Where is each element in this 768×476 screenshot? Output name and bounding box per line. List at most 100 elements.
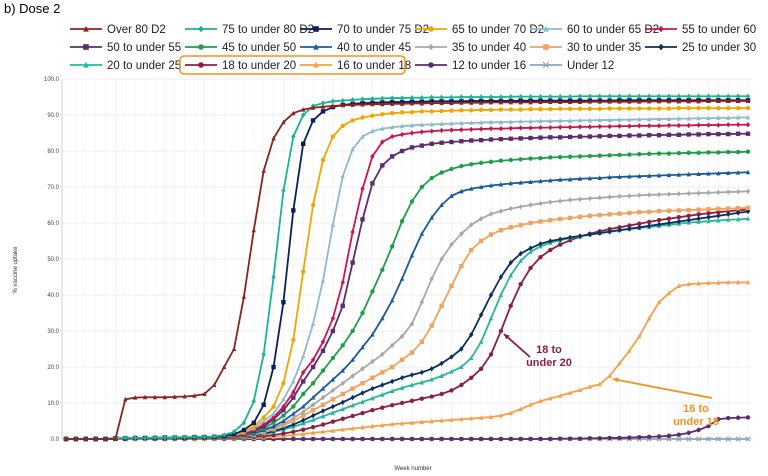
data-point <box>281 403 286 410</box>
data-point <box>103 436 108 441</box>
data-point <box>221 432 227 438</box>
data-point <box>389 101 395 106</box>
data-point <box>310 408 316 413</box>
data-point <box>706 190 711 196</box>
data-point <box>340 97 345 104</box>
legend-swatch-marker <box>428 26 434 32</box>
data-point <box>409 145 415 150</box>
data-point <box>597 381 602 387</box>
data-point <box>716 93 721 99</box>
data-point <box>281 119 286 125</box>
data-point <box>646 434 652 440</box>
data-point <box>301 417 306 423</box>
data-point <box>310 412 316 419</box>
data-point <box>449 127 454 133</box>
data-point <box>429 121 434 127</box>
data-point <box>745 188 751 195</box>
data-point <box>271 135 276 141</box>
data-point <box>301 409 306 415</box>
data-point <box>686 430 691 436</box>
data-point <box>449 193 454 198</box>
legend-label: 30 to under 35 <box>567 42 641 54</box>
data-point <box>340 391 345 397</box>
series-65-to-under-70-d2 <box>63 105 751 442</box>
data-point <box>261 418 266 423</box>
data-point <box>637 221 642 226</box>
data-point <box>360 217 365 222</box>
legend: Over 80 D2 75 to under 80 D2 70 to under 7… <box>70 24 756 75</box>
data-point <box>320 422 326 427</box>
data-point <box>676 191 682 197</box>
data-point <box>439 360 444 367</box>
data-point <box>469 126 474 133</box>
data-point <box>429 366 434 372</box>
data-point <box>340 399 345 405</box>
data-point <box>113 436 118 441</box>
data-point <box>656 172 662 178</box>
data-point <box>182 393 187 399</box>
data-point <box>745 205 751 211</box>
series-line <box>66 116 748 440</box>
data-point <box>478 138 484 143</box>
data-point <box>518 436 523 442</box>
data-point <box>617 133 622 139</box>
legend-item: 18 to under 20 <box>185 60 296 72</box>
data-point <box>330 328 336 334</box>
data-point <box>439 100 444 106</box>
data-point <box>370 289 375 294</box>
data-point <box>627 223 632 228</box>
data-point <box>686 213 691 218</box>
data-point <box>587 124 593 130</box>
data-point <box>350 402 355 408</box>
data-point <box>646 209 652 215</box>
data-point <box>320 348 326 353</box>
data-point <box>419 299 425 305</box>
data-point <box>716 98 721 103</box>
data-point <box>528 156 533 161</box>
data-point <box>360 344 365 350</box>
data-point <box>528 107 533 112</box>
legend-highlight-box <box>179 55 406 75</box>
data-point <box>389 133 395 140</box>
data-point <box>478 366 484 371</box>
data-point <box>142 394 148 400</box>
data-point <box>498 181 504 187</box>
data-point <box>469 415 474 421</box>
data-point <box>646 151 652 157</box>
legend-label: Over 80 D2 <box>107 24 166 36</box>
data-point <box>676 172 682 177</box>
data-point <box>498 436 504 442</box>
data-point <box>449 121 454 126</box>
data-point <box>577 176 583 181</box>
data-point <box>577 106 583 112</box>
annotation-text: under 18 <box>673 416 719 428</box>
data-point <box>350 386 355 391</box>
data-point <box>726 105 731 111</box>
data-point <box>518 250 523 257</box>
data-point <box>735 114 741 120</box>
data-point <box>488 107 494 113</box>
data-point <box>370 436 375 442</box>
data-point <box>508 410 513 416</box>
data-point <box>370 128 375 134</box>
data-point <box>518 282 523 287</box>
data-point <box>409 95 415 101</box>
data-point <box>597 117 602 123</box>
data-point <box>409 109 415 115</box>
data-point <box>291 208 296 213</box>
data-point <box>666 433 672 438</box>
data-point <box>449 417 454 422</box>
legend-label: 12 to under 16 <box>452 60 526 72</box>
data-point <box>567 134 573 140</box>
data-point <box>726 98 731 103</box>
data-point <box>607 133 612 139</box>
data-point <box>656 191 662 198</box>
data-point <box>617 211 622 216</box>
data-point <box>301 141 306 146</box>
data-point <box>281 396 286 402</box>
data-point <box>597 134 602 139</box>
data-point <box>389 111 395 116</box>
data-point <box>389 154 395 159</box>
data-point <box>597 106 602 112</box>
data-point <box>666 220 672 226</box>
